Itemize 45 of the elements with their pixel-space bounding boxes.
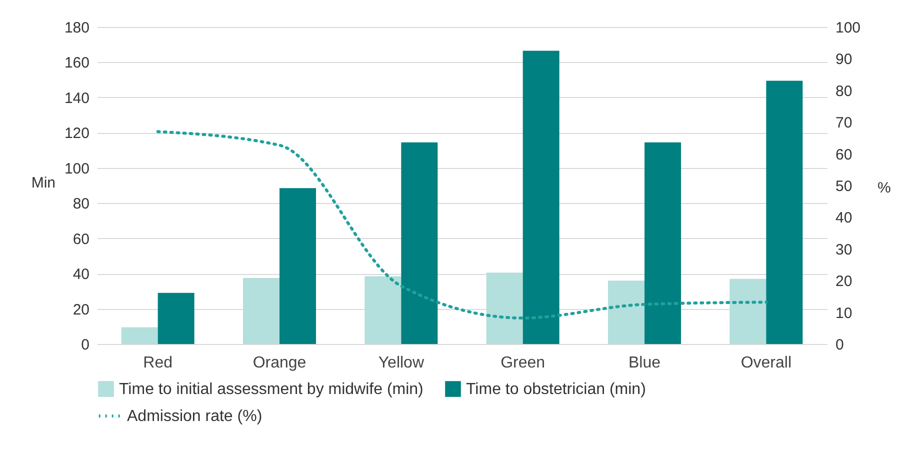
bar	[280, 188, 316, 344]
bar	[644, 142, 681, 344]
y2-tick-label: 80	[836, 82, 852, 100]
bar	[364, 276, 402, 344]
y-tick-label: 20	[72, 301, 90, 318]
bar	[121, 327, 158, 344]
y-axis-title: Min	[31, 174, 56, 192]
bar	[608, 280, 644, 344]
y2-tick-label: 60	[836, 146, 852, 164]
y-tick-label: 60	[72, 230, 90, 248]
bar	[766, 80, 803, 344]
x-tick-label: Overall	[740, 354, 792, 372]
y-tick-label: 160	[64, 54, 90, 72]
y-tick-label: 140	[64, 90, 90, 107]
y-tick-label: 180	[64, 20, 90, 36]
x-tick-label: Green	[500, 354, 546, 372]
y2-tick-label: 0	[836, 336, 844, 354]
x-tick-label: Orange	[252, 354, 306, 372]
x-tick-label: Yellow	[378, 354, 424, 372]
y-tick-label: 120	[64, 125, 90, 142]
y2-tick-label: 70	[836, 114, 852, 132]
y2-tick-label: 90	[836, 51, 852, 68]
legend-label: Admission rate (%)	[127, 408, 262, 425]
legend-label: Time to initial assessment by midwife (min)	[119, 381, 424, 398]
bar	[158, 292, 194, 344]
y2-tick-label: 100	[836, 20, 861, 36]
y-tick-label: 0	[81, 336, 90, 354]
line-series	[156, 130, 768, 320]
y-tick-label: 100	[64, 160, 90, 178]
y2-tick-label: 20	[836, 273, 852, 290]
x-tick-label: Red	[143, 354, 173, 372]
y2-tick-label: 50	[836, 178, 852, 195]
x-tick-label: Blue	[628, 354, 661, 372]
bar	[401, 142, 438, 344]
y2-tick-label: 10	[836, 304, 852, 322]
y2-tick-label: 30	[836, 241, 852, 258]
bar	[522, 50, 560, 344]
y-tick-label: 40	[72, 266, 90, 284]
bar	[243, 278, 280, 344]
y2-tick-label: 40	[836, 210, 852, 227]
legend-label: Time to obstetrician (min)	[466, 381, 646, 398]
bar	[730, 278, 766, 344]
y2-axis-title: %	[878, 180, 891, 196]
bar	[486, 272, 523, 344]
y-tick-label: 80	[72, 196, 90, 213]
